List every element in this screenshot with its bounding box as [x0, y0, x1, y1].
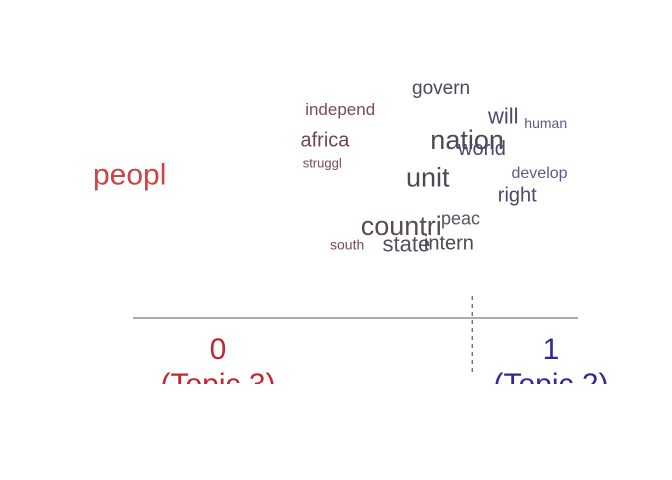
right-axis-label: (Topic 2) [493, 368, 608, 401]
word-unit: unit [406, 163, 450, 193]
word-south: south [330, 237, 364, 253]
right-axis-value: 1 [543, 333, 560, 366]
word-peac: peac [441, 208, 480, 228]
left-axis-label: (Topic 3) [160, 368, 275, 401]
word-world: world [457, 138, 506, 160]
word-africa: africa [301, 130, 351, 152]
word-will: will [487, 104, 519, 129]
word-nation: nation [430, 125, 504, 155]
word-independ: independ [305, 100, 375, 119]
left-axis-value: 0 [210, 333, 227, 366]
word-struggl: struggl [303, 156, 342, 171]
word-govern: govern [412, 78, 470, 99]
word-develop: develop [512, 165, 568, 182]
word-intern: intern [424, 233, 474, 255]
word-peopl: peopl [93, 159, 166, 192]
word-human: human [524, 115, 567, 131]
word-state: state [383, 232, 431, 257]
words-layer: peopl independ africa struggl govern will huma… [93, 78, 568, 257]
word-countri: countri [361, 211, 442, 241]
word-right: right [498, 184, 537, 206]
